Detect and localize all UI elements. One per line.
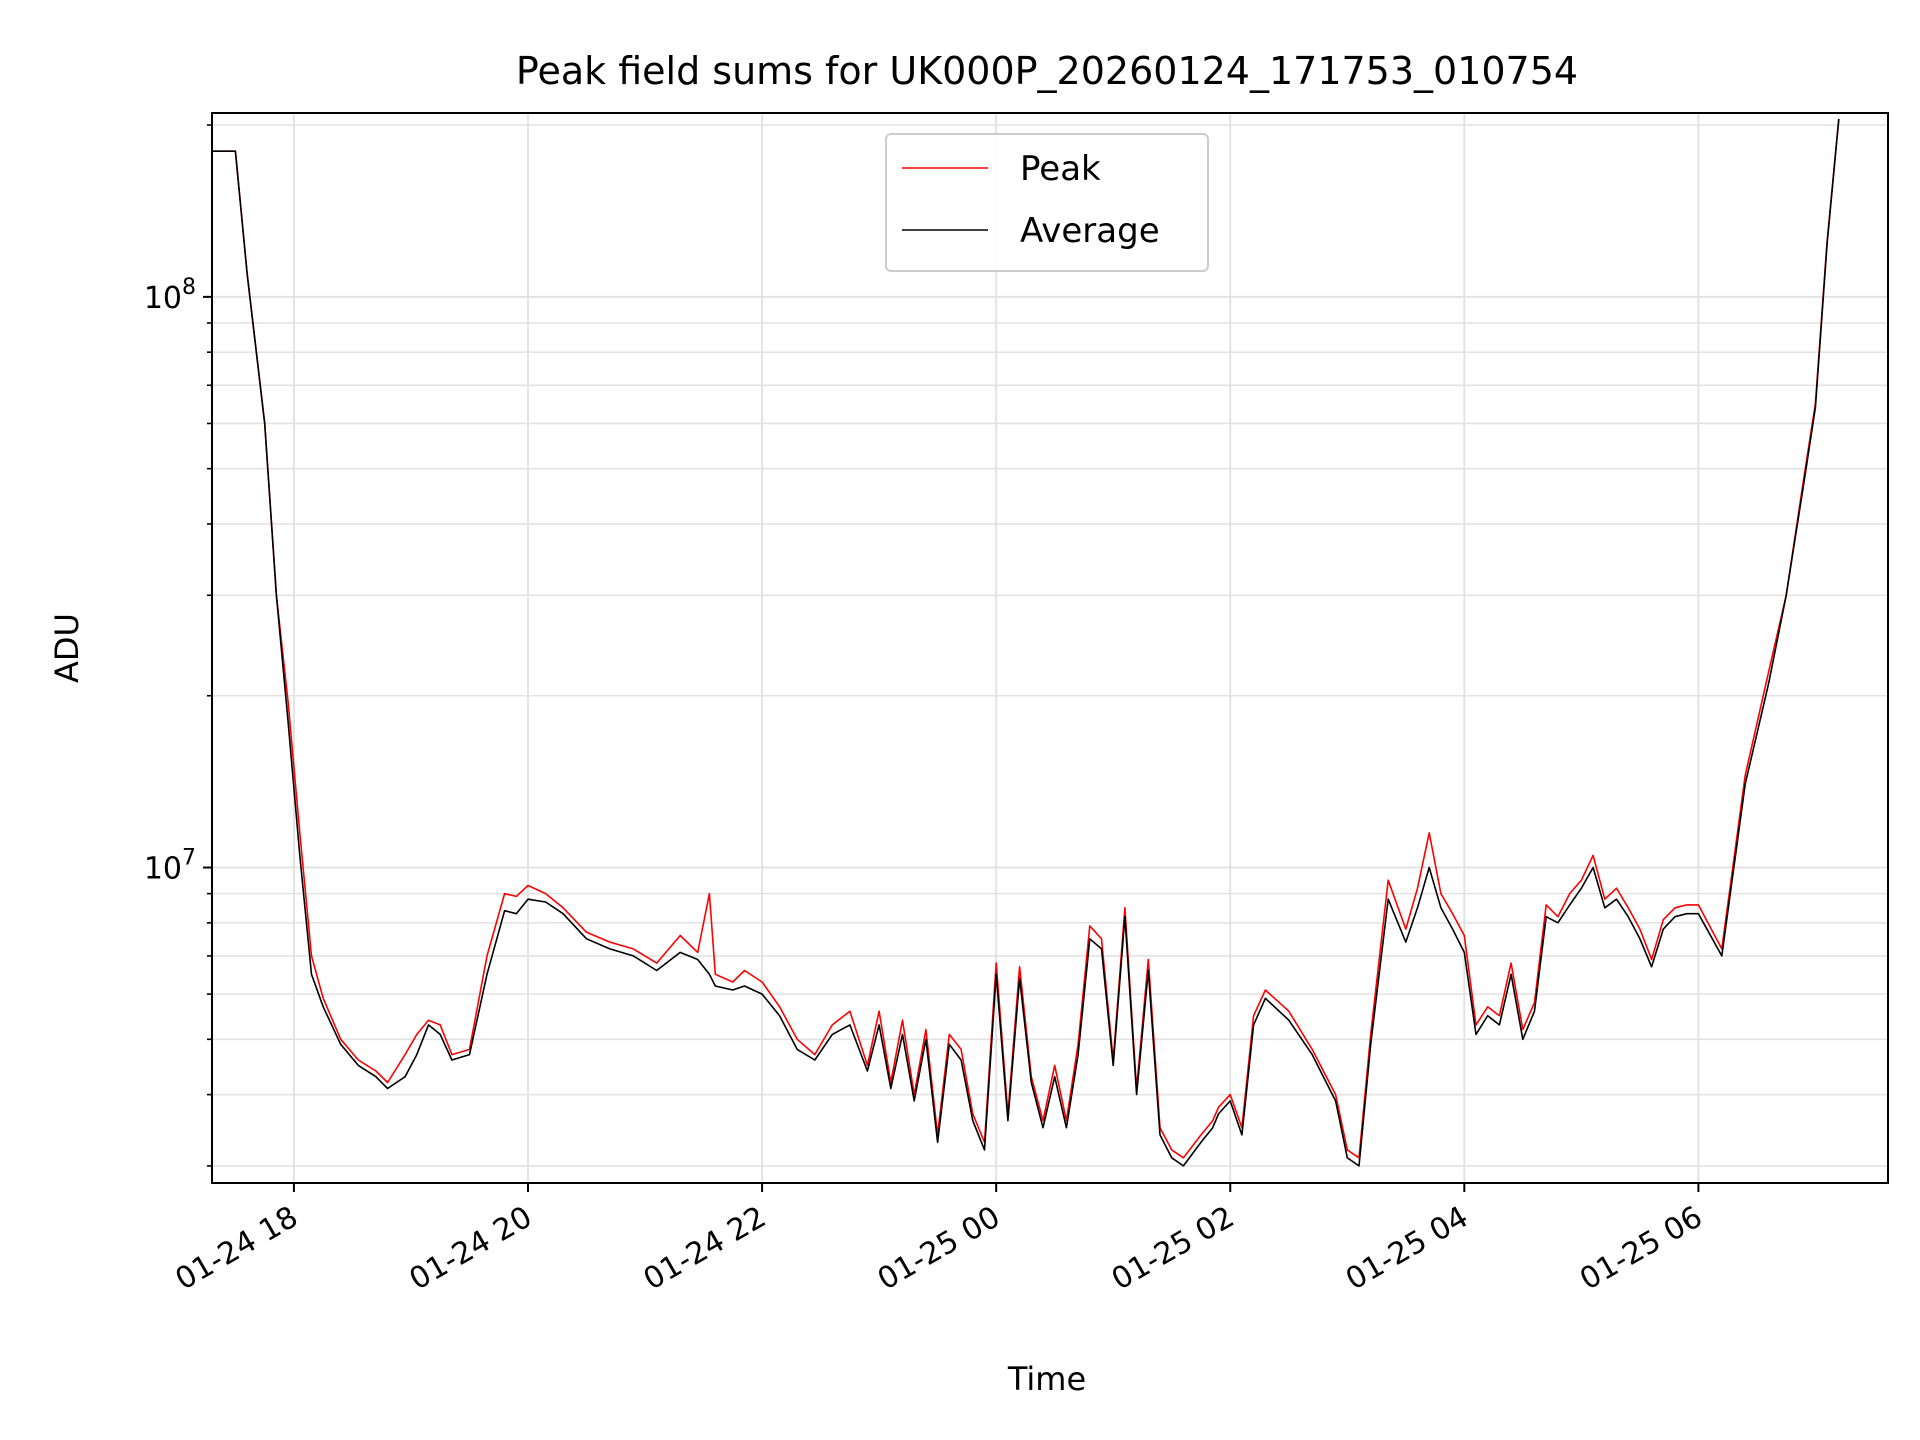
- legend-peak-label: Peak: [1020, 149, 1101, 189]
- y-axis-label: ADU: [48, 613, 86, 683]
- chart-title: Peak field sums for UK000P_20260124_1717…: [516, 49, 1578, 93]
- legend: Peak Average: [885, 133, 1209, 272]
- series-layer: [212, 118, 1840, 1167]
- y-tick-label: 108: [144, 275, 196, 316]
- series-line-peak: [212, 118, 1840, 1159]
- x-axis-label: Time: [1007, 1360, 1086, 1398]
- grid: [212, 113, 1888, 1183]
- legend-average-label: Average: [1020, 211, 1160, 251]
- y-tick-label: 107: [144, 846, 196, 887]
- series-line-average: [212, 118, 1840, 1167]
- plot-frame: [211, 112, 1889, 1184]
